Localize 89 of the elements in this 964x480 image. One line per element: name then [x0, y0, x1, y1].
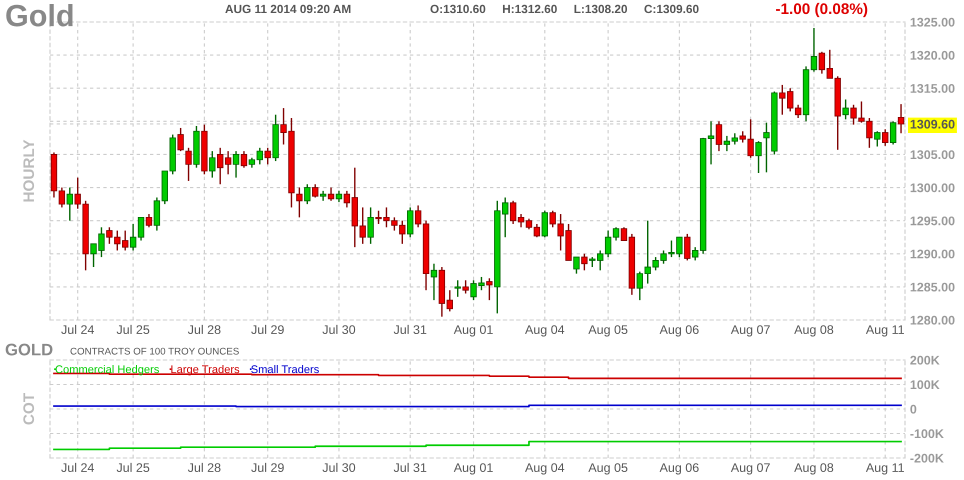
- x-tick-label: Aug 04: [525, 325, 564, 337]
- x-tick-label: Aug 08: [794, 463, 834, 475]
- candlestick: [66, 186, 73, 222]
- x-tick-label: Jul 31: [394, 462, 426, 472]
- x-tick-label: Jul 28: [188, 462, 221, 472]
- candlestick: [842, 98, 849, 120]
- candlestick: [684, 233, 690, 262]
- y-tick-label: 100K: [910, 380, 940, 390]
- y-tick-label: 0: [910, 404, 916, 414]
- y-tick-label: -200K: [910, 454, 944, 463]
- x-tick-label: Aug 05: [588, 325, 628, 337]
- y-tick-label: 1290.00: [910, 250, 955, 258]
- candlestick: [581, 253, 588, 272]
- candlestick: [185, 147, 192, 182]
- candlestick: [264, 147, 271, 166]
- x-tick-label: Aug 06: [660, 325, 699, 337]
- candlestick: [296, 186, 303, 218]
- candlestick: [407, 206, 414, 238]
- candlestick: [177, 127, 184, 152]
- candlestick: [573, 256, 580, 274]
- text: O:1310.60 H:1312.60 L:1308.20 C:1309.60: [430, 4, 699, 14]
- x-tick-label: Aug 07: [730, 325, 770, 337]
- x-tick-label: Jul 29: [251, 462, 284, 472]
- candlestick: [478, 276, 485, 291]
- candlestick: [874, 130, 880, 148]
- x-tick-label: Jul 31: [394, 324, 426, 334]
- text: -1.00 (0.08%): [776, 2, 868, 18]
- candlestick: [542, 210, 548, 238]
- x-tick-label: Jul 29: [251, 324, 284, 334]
- candlestick: [882, 128, 888, 147]
- chart-title: Gold: [6, 4, 73, 26]
- y-tick-label: 1300.00: [910, 183, 955, 192]
- y-tick-label: 1320.00: [910, 50, 955, 60]
- y-axis-title: COT: [23, 393, 34, 424]
- y-tick-label: -100K: [910, 429, 944, 438]
- y-tick-label: 1305.00: [910, 150, 955, 160]
- x-tick-label: Aug 05: [588, 463, 628, 475]
- x-tick-label: Aug 01: [454, 325, 493, 337]
- y-tick-label: 1285.00: [910, 282, 955, 292]
- x-tick-label: Aug 01: [454, 463, 493, 475]
- y-axis-title: HOURLY: [23, 140, 34, 202]
- candlestick: [486, 278, 493, 301]
- candlestick: [304, 184, 310, 205]
- x-tick-label: Jul 25: [116, 462, 150, 472]
- candlestick: [430, 263, 438, 301]
- y-tick-label: 1315.00: [910, 84, 955, 93]
- candlestick: [850, 104, 857, 126]
- candlestick: [209, 150, 216, 178]
- x-tick-label: Aug 07: [730, 463, 770, 475]
- candlestick: [312, 184, 318, 198]
- x-tick-label: Jul 24: [61, 462, 94, 472]
- candlestick: [716, 120, 722, 152]
- x-tick-label: Jul 30: [322, 462, 356, 472]
- x-tick-label: Jul 25: [116, 324, 150, 334]
- y-tick-label: 1295.00: [910, 216, 955, 226]
- candlestick: [375, 210, 382, 225]
- candlestick: [98, 226, 105, 258]
- candlestick: [240, 150, 248, 168]
- candlestick: [367, 206, 374, 245]
- candlestick: [232, 150, 240, 178]
- candlestick: [810, 27, 818, 72]
- candlestick: [890, 120, 896, 146]
- legend-label: Commercial Hedgers: [56, 365, 159, 376]
- candlestick: [320, 190, 326, 202]
- x-tick-label: Aug 06: [660, 463, 699, 475]
- candlestick: [280, 107, 287, 146]
- x-tick-label: Jul 28: [188, 324, 221, 334]
- y-tick-label: 1280.00: [910, 316, 955, 325]
- chart-title: GOLD: [6, 344, 52, 356]
- candlestick: [898, 103, 904, 134]
- candlestick: [90, 243, 97, 268]
- x-tick-label: Jul 30: [322, 324, 356, 334]
- x-tick-label: Jul 24: [61, 324, 94, 334]
- legend-label: Large Traders: [171, 365, 240, 376]
- candlestick: [454, 280, 461, 298]
- x-tick-label: Aug 11: [866, 463, 904, 475]
- y-tick-label: 200K: [910, 356, 940, 365]
- y-tick-label: 1325.00: [910, 18, 955, 27]
- candlestick: [755, 140, 762, 174]
- candlestick: [470, 280, 477, 301]
- x-tick-label: Aug 11: [866, 325, 904, 337]
- legend-label: Small Traders: [251, 365, 319, 374]
- text: AUG 11 2014 09:20 AM: [225, 4, 350, 14]
- x-tick-label: Aug 04: [525, 463, 564, 475]
- candlestick: [462, 280, 469, 294]
- x-tick-label: Aug 08: [794, 325, 834, 337]
- chart-subtitle: CONTRACTS OF 100 TROY OUNCES: [70, 348, 239, 355]
- candlestick: [146, 213, 152, 228]
- y-tick-label: 1309.60: [910, 120, 955, 129]
